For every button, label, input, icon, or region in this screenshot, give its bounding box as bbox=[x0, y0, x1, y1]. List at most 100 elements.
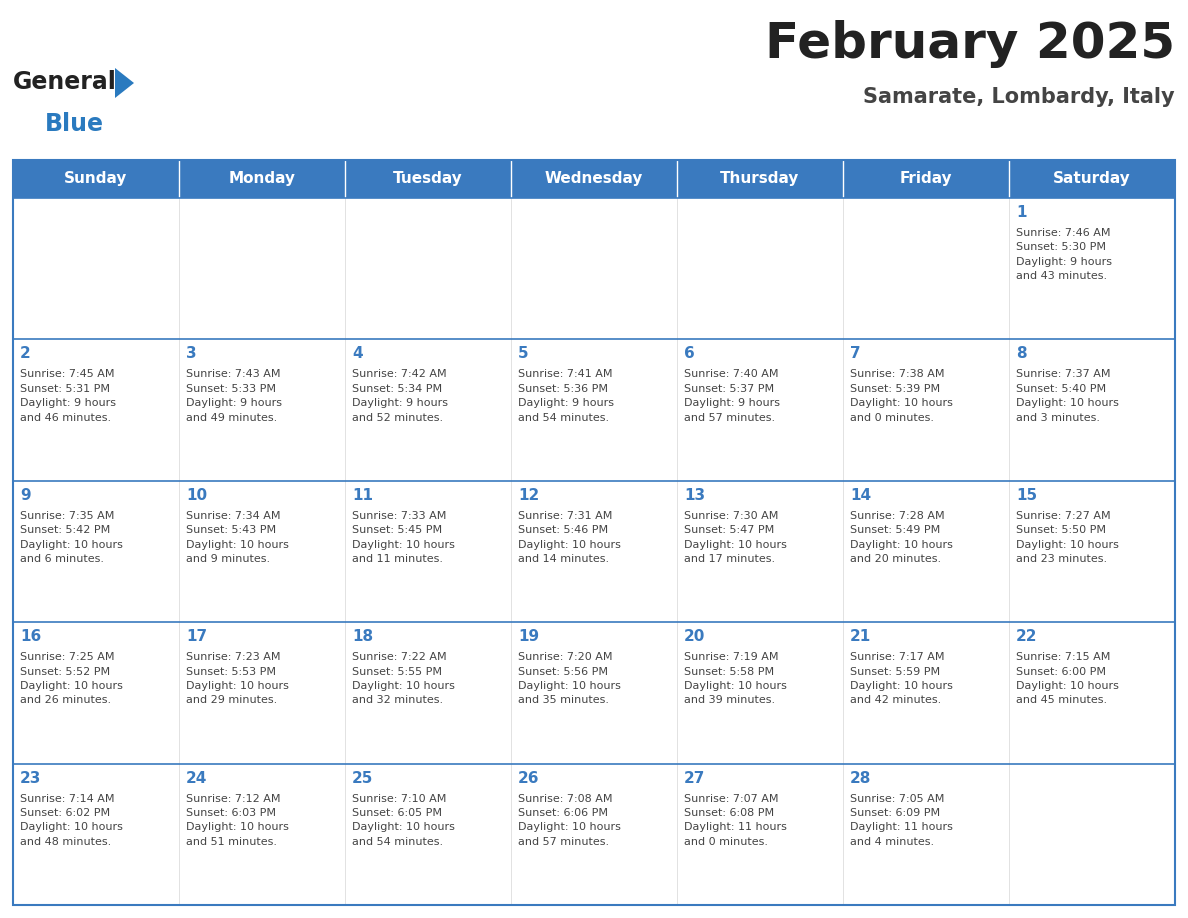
Bar bbox=[511, 340, 677, 481]
Bar bbox=[677, 622, 843, 764]
Text: 16: 16 bbox=[20, 629, 42, 644]
Text: 22: 22 bbox=[1016, 629, 1037, 644]
Bar bbox=[13, 764, 179, 905]
Text: Sunrise: 7:40 AM
Sunset: 5:37 PM
Daylight: 9 hours
and 57 minutes.: Sunrise: 7:40 AM Sunset: 5:37 PM Dayligh… bbox=[684, 369, 781, 422]
Text: Sunrise: 7:42 AM
Sunset: 5:34 PM
Daylight: 9 hours
and 52 minutes.: Sunrise: 7:42 AM Sunset: 5:34 PM Dayligh… bbox=[352, 369, 448, 422]
Bar bbox=[677, 160, 843, 198]
Text: February 2025: February 2025 bbox=[765, 20, 1175, 68]
Text: Sunrise: 7:19 AM
Sunset: 5:58 PM
Daylight: 10 hours
and 39 minutes.: Sunrise: 7:19 AM Sunset: 5:58 PM Dayligh… bbox=[684, 652, 786, 705]
Text: Sunrise: 7:17 AM
Sunset: 5:59 PM
Daylight: 10 hours
and 42 minutes.: Sunrise: 7:17 AM Sunset: 5:59 PM Dayligh… bbox=[849, 652, 953, 705]
Bar bbox=[179, 764, 345, 905]
Bar bbox=[843, 160, 1009, 198]
Text: 25: 25 bbox=[352, 770, 373, 786]
Bar bbox=[677, 198, 843, 340]
Bar bbox=[511, 198, 677, 340]
Text: Sunrise: 7:45 AM
Sunset: 5:31 PM
Daylight: 9 hours
and 46 minutes.: Sunrise: 7:45 AM Sunset: 5:31 PM Dayligh… bbox=[20, 369, 116, 422]
Text: Blue: Blue bbox=[45, 112, 105, 136]
Bar bbox=[345, 340, 511, 481]
Text: Sunrise: 7:10 AM
Sunset: 6:05 PM
Daylight: 10 hours
and 54 minutes.: Sunrise: 7:10 AM Sunset: 6:05 PM Dayligh… bbox=[352, 793, 455, 846]
Bar bbox=[179, 622, 345, 764]
Bar bbox=[511, 764, 677, 905]
Text: Sunrise: 7:12 AM
Sunset: 6:03 PM
Daylight: 10 hours
and 51 minutes.: Sunrise: 7:12 AM Sunset: 6:03 PM Dayligh… bbox=[187, 793, 289, 846]
Text: 12: 12 bbox=[518, 487, 539, 503]
Text: Sunrise: 7:41 AM
Sunset: 5:36 PM
Daylight: 9 hours
and 54 minutes.: Sunrise: 7:41 AM Sunset: 5:36 PM Dayligh… bbox=[518, 369, 614, 422]
Text: 6: 6 bbox=[684, 346, 695, 362]
Text: Sunrise: 7:07 AM
Sunset: 6:08 PM
Daylight: 11 hours
and 0 minutes.: Sunrise: 7:07 AM Sunset: 6:08 PM Dayligh… bbox=[684, 793, 786, 846]
Bar bbox=[511, 160, 677, 198]
Bar bbox=[677, 764, 843, 905]
Text: 27: 27 bbox=[684, 770, 706, 786]
Bar bbox=[13, 160, 1175, 905]
Text: Sunrise: 7:46 AM
Sunset: 5:30 PM
Daylight: 9 hours
and 43 minutes.: Sunrise: 7:46 AM Sunset: 5:30 PM Dayligh… bbox=[1016, 228, 1112, 281]
Text: Sunrise: 7:22 AM
Sunset: 5:55 PM
Daylight: 10 hours
and 32 minutes.: Sunrise: 7:22 AM Sunset: 5:55 PM Dayligh… bbox=[352, 652, 455, 705]
Text: 15: 15 bbox=[1016, 487, 1037, 503]
Text: 1: 1 bbox=[1016, 205, 1026, 220]
Bar bbox=[843, 622, 1009, 764]
Text: Wednesday: Wednesday bbox=[545, 172, 643, 186]
Text: Sunrise: 7:38 AM
Sunset: 5:39 PM
Daylight: 10 hours
and 0 minutes.: Sunrise: 7:38 AM Sunset: 5:39 PM Dayligh… bbox=[849, 369, 953, 422]
Bar bbox=[345, 481, 511, 622]
Text: 4: 4 bbox=[352, 346, 362, 362]
Polygon shape bbox=[115, 68, 134, 98]
Bar bbox=[345, 764, 511, 905]
Bar bbox=[843, 764, 1009, 905]
Text: Sunrise: 7:05 AM
Sunset: 6:09 PM
Daylight: 11 hours
and 4 minutes.: Sunrise: 7:05 AM Sunset: 6:09 PM Dayligh… bbox=[849, 793, 953, 846]
Text: 21: 21 bbox=[849, 629, 871, 644]
Text: 24: 24 bbox=[187, 770, 208, 786]
Text: 11: 11 bbox=[352, 487, 373, 503]
Bar bbox=[345, 622, 511, 764]
Bar bbox=[13, 340, 179, 481]
Bar bbox=[511, 481, 677, 622]
Text: 7: 7 bbox=[849, 346, 860, 362]
Text: 18: 18 bbox=[352, 629, 373, 644]
Text: 17: 17 bbox=[187, 629, 207, 644]
Text: Sunrise: 7:37 AM
Sunset: 5:40 PM
Daylight: 10 hours
and 3 minutes.: Sunrise: 7:37 AM Sunset: 5:40 PM Dayligh… bbox=[1016, 369, 1119, 422]
Text: Sunrise: 7:27 AM
Sunset: 5:50 PM
Daylight: 10 hours
and 23 minutes.: Sunrise: 7:27 AM Sunset: 5:50 PM Dayligh… bbox=[1016, 510, 1119, 564]
Text: 3: 3 bbox=[187, 346, 197, 362]
Text: Sunrise: 7:30 AM
Sunset: 5:47 PM
Daylight: 10 hours
and 17 minutes.: Sunrise: 7:30 AM Sunset: 5:47 PM Dayligh… bbox=[684, 510, 786, 564]
Text: Saturday: Saturday bbox=[1053, 172, 1131, 186]
Text: General: General bbox=[13, 70, 116, 94]
Bar bbox=[1009, 481, 1175, 622]
Bar bbox=[677, 481, 843, 622]
Bar bbox=[179, 160, 345, 198]
Bar bbox=[1009, 160, 1175, 198]
Text: Sunrise: 7:28 AM
Sunset: 5:49 PM
Daylight: 10 hours
and 20 minutes.: Sunrise: 7:28 AM Sunset: 5:49 PM Dayligh… bbox=[849, 510, 953, 564]
Text: 26: 26 bbox=[518, 770, 539, 786]
Text: 14: 14 bbox=[849, 487, 871, 503]
Text: Friday: Friday bbox=[899, 172, 953, 186]
Text: Sunrise: 7:31 AM
Sunset: 5:46 PM
Daylight: 10 hours
and 14 minutes.: Sunrise: 7:31 AM Sunset: 5:46 PM Dayligh… bbox=[518, 510, 621, 564]
Text: 20: 20 bbox=[684, 629, 706, 644]
Text: 9: 9 bbox=[20, 487, 31, 503]
Text: 13: 13 bbox=[684, 487, 706, 503]
Text: Sunrise: 7:34 AM
Sunset: 5:43 PM
Daylight: 10 hours
and 9 minutes.: Sunrise: 7:34 AM Sunset: 5:43 PM Dayligh… bbox=[187, 510, 289, 564]
Text: 8: 8 bbox=[1016, 346, 1026, 362]
Text: Sunrise: 7:33 AM
Sunset: 5:45 PM
Daylight: 10 hours
and 11 minutes.: Sunrise: 7:33 AM Sunset: 5:45 PM Dayligh… bbox=[352, 510, 455, 564]
Bar bbox=[1009, 622, 1175, 764]
Text: Sunrise: 7:08 AM
Sunset: 6:06 PM
Daylight: 10 hours
and 57 minutes.: Sunrise: 7:08 AM Sunset: 6:06 PM Dayligh… bbox=[518, 793, 621, 846]
Text: Sunrise: 7:35 AM
Sunset: 5:42 PM
Daylight: 10 hours
and 6 minutes.: Sunrise: 7:35 AM Sunset: 5:42 PM Dayligh… bbox=[20, 510, 122, 564]
Text: Samarate, Lombardy, Italy: Samarate, Lombardy, Italy bbox=[864, 87, 1175, 107]
Bar bbox=[843, 198, 1009, 340]
Text: Sunrise: 7:15 AM
Sunset: 6:00 PM
Daylight: 10 hours
and 45 minutes.: Sunrise: 7:15 AM Sunset: 6:00 PM Dayligh… bbox=[1016, 652, 1119, 705]
Text: 5: 5 bbox=[518, 346, 529, 362]
Bar bbox=[843, 481, 1009, 622]
Bar bbox=[13, 160, 179, 198]
Bar bbox=[179, 198, 345, 340]
Bar bbox=[511, 622, 677, 764]
Bar bbox=[843, 340, 1009, 481]
Text: Sunrise: 7:43 AM
Sunset: 5:33 PM
Daylight: 9 hours
and 49 minutes.: Sunrise: 7:43 AM Sunset: 5:33 PM Dayligh… bbox=[187, 369, 282, 422]
Text: 19: 19 bbox=[518, 629, 539, 644]
Bar bbox=[13, 198, 179, 340]
Text: Sunrise: 7:20 AM
Sunset: 5:56 PM
Daylight: 10 hours
and 35 minutes.: Sunrise: 7:20 AM Sunset: 5:56 PM Dayligh… bbox=[518, 652, 621, 705]
Bar bbox=[345, 160, 511, 198]
Text: Sunday: Sunday bbox=[64, 172, 127, 186]
Text: 10: 10 bbox=[187, 487, 207, 503]
Text: Monday: Monday bbox=[228, 172, 296, 186]
Bar bbox=[179, 481, 345, 622]
Bar bbox=[345, 198, 511, 340]
Bar bbox=[1009, 764, 1175, 905]
Text: 2: 2 bbox=[20, 346, 31, 362]
Bar bbox=[677, 340, 843, 481]
Bar bbox=[13, 622, 179, 764]
